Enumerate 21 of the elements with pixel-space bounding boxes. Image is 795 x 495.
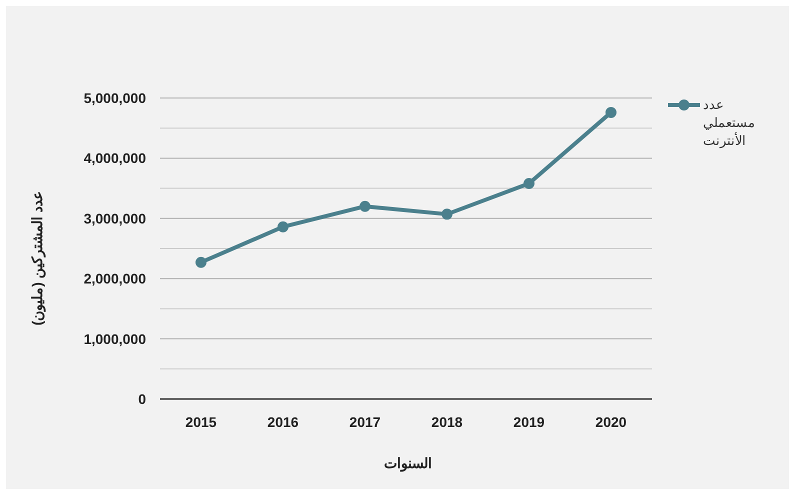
x-axis-title: السنوات [384, 455, 432, 472]
y-tick-label: 5,000,000 [84, 90, 146, 106]
y-tick-label: 2,000,000 [84, 270, 146, 287]
y-tick-label: 1,000,000 [84, 330, 146, 347]
y-axis-title: عدد المشتركين (مليون) [29, 191, 46, 326]
x-tick-label: 2019 [513, 414, 545, 430]
point [442, 208, 452, 220]
point [278, 221, 288, 232]
x-tick-label: 2017 [349, 414, 381, 430]
legend-label: عدد مستعملي الأنترنت [703, 96, 756, 150]
x-tick-label: 2018 [431, 414, 463, 430]
y-tick-label: 4,000,000 [84, 150, 146, 166]
y-tick-label: 0 [138, 391, 146, 407]
x-tick-label: 2020 [595, 414, 627, 430]
y-tick-label: 3,000,000 [84, 210, 146, 226]
x-tick-label: 2016 [267, 414, 299, 430]
point [196, 256, 206, 268]
x-tick-label: 2015 [185, 414, 217, 430]
point [360, 200, 370, 212]
point [524, 178, 534, 189]
point [606, 106, 616, 118]
